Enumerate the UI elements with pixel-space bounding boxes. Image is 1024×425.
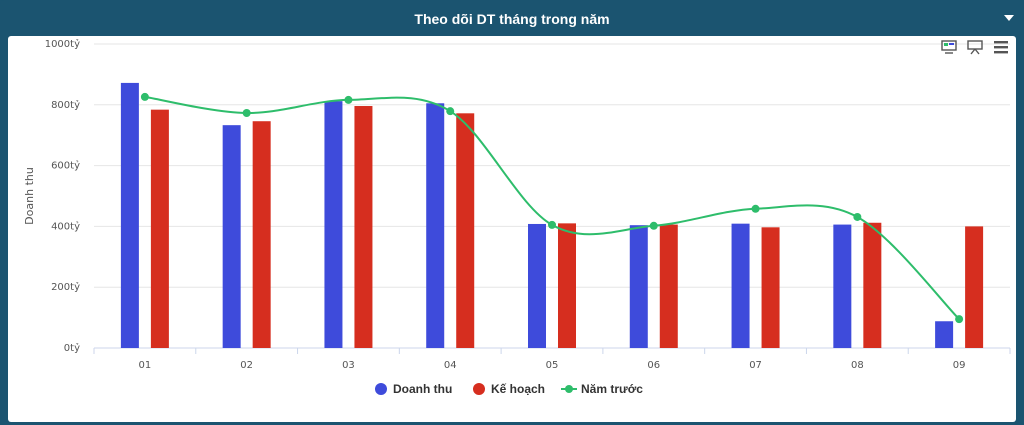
bar-kế-hoạch[interactable] bbox=[252, 121, 271, 348]
y-axis-title: Doanh thu bbox=[23, 167, 36, 225]
bar-doanh-thu[interactable] bbox=[629, 225, 648, 348]
x-tick-label: 04 bbox=[444, 360, 457, 371]
legend-label[interactable]: Kế hoạch bbox=[491, 382, 545, 396]
line-point[interactable] bbox=[751, 204, 760, 213]
line-point[interactable] bbox=[853, 212, 862, 221]
y-tick-label: 400tỷ bbox=[51, 220, 80, 232]
x-tick-label: 03 bbox=[342, 360, 355, 371]
caret-down-icon[interactable] bbox=[1002, 12, 1016, 24]
line-point[interactable] bbox=[955, 315, 964, 324]
bar-kế-hoạch[interactable] bbox=[965, 226, 984, 348]
line-point[interactable] bbox=[548, 220, 556, 229]
panel-header: Theo dõi DT tháng trong năm bbox=[0, 0, 1024, 36]
x-tick-label: 02 bbox=[240, 360, 253, 371]
line-point[interactable] bbox=[446, 107, 455, 116]
legend-symbol[interactable] bbox=[565, 385, 573, 393]
x-tick-label: 08 bbox=[851, 360, 864, 371]
bar-kế-hoạch[interactable] bbox=[354, 106, 373, 349]
legend-label[interactable]: Doanh thu bbox=[393, 382, 452, 396]
bar-doanh-thu[interactable] bbox=[324, 101, 343, 348]
bar-kế-hoạch[interactable] bbox=[150, 109, 169, 348]
bar-doanh-thu[interactable] bbox=[935, 321, 954, 348]
line-point[interactable] bbox=[140, 92, 149, 101]
bar-doanh-thu[interactable] bbox=[528, 223, 546, 348]
presentation-view-icon[interactable] bbox=[940, 38, 958, 56]
bar-doanh-thu[interactable] bbox=[426, 103, 445, 348]
x-tick-label: 05 bbox=[546, 360, 559, 371]
chart-card: 0tỷ 200tỷ 400tỷ 600tỷ 800tỷ 1000tỷ Doanh thu 01… bbox=[8, 36, 1016, 422]
x-tick-label: 09 bbox=[953, 360, 966, 371]
y-tick-label: 800tỷ bbox=[51, 99, 80, 111]
x-tick-label: 06 bbox=[647, 360, 660, 371]
bar-doanh-thu[interactable] bbox=[120, 82, 139, 349]
line-point[interactable] bbox=[242, 109, 251, 118]
bar-doanh-thu[interactable] bbox=[222, 125, 241, 348]
y-tick-label: 0tỷ bbox=[64, 342, 80, 354]
y-tick-label: 1000tỷ bbox=[45, 38, 80, 50]
bar-kế-hoạch[interactable] bbox=[761, 227, 780, 348]
hamburger-menu-icon[interactable] bbox=[992, 38, 1010, 56]
legend-symbol[interactable] bbox=[375, 383, 387, 395]
line-point[interactable] bbox=[649, 221, 658, 230]
bar-doanh-thu[interactable] bbox=[731, 223, 750, 348]
legend-symbol[interactable] bbox=[473, 383, 485, 395]
x-tick-label: 01 bbox=[139, 360, 152, 371]
revenue-chart: 0tỷ 200tỷ 400tỷ 600tỷ 800tỷ 1000tỷ Doanh thu 01… bbox=[23, 38, 1011, 396]
bar-kế-hoạch[interactable] bbox=[558, 223, 576, 348]
bar-doanh-thu[interactable] bbox=[833, 224, 852, 348]
line-point[interactable] bbox=[344, 95, 353, 104]
bar-kế-hoạch[interactable] bbox=[456, 113, 475, 348]
projector-icon[interactable] bbox=[966, 38, 984, 56]
legend-label[interactable]: Năm trước bbox=[581, 382, 643, 396]
y-tick-label: 200tỷ bbox=[51, 281, 80, 293]
bar-kế-hoạch[interactable] bbox=[659, 224, 678, 348]
y-tick-label: 600tỷ bbox=[51, 160, 80, 172]
bar-kế-hoạch[interactable] bbox=[863, 222, 882, 348]
x-tick-label: 07 bbox=[749, 360, 762, 371]
panel-title: Theo dõi DT tháng trong năm bbox=[414, 11, 610, 27]
chart-toolbar bbox=[940, 38, 1010, 56]
